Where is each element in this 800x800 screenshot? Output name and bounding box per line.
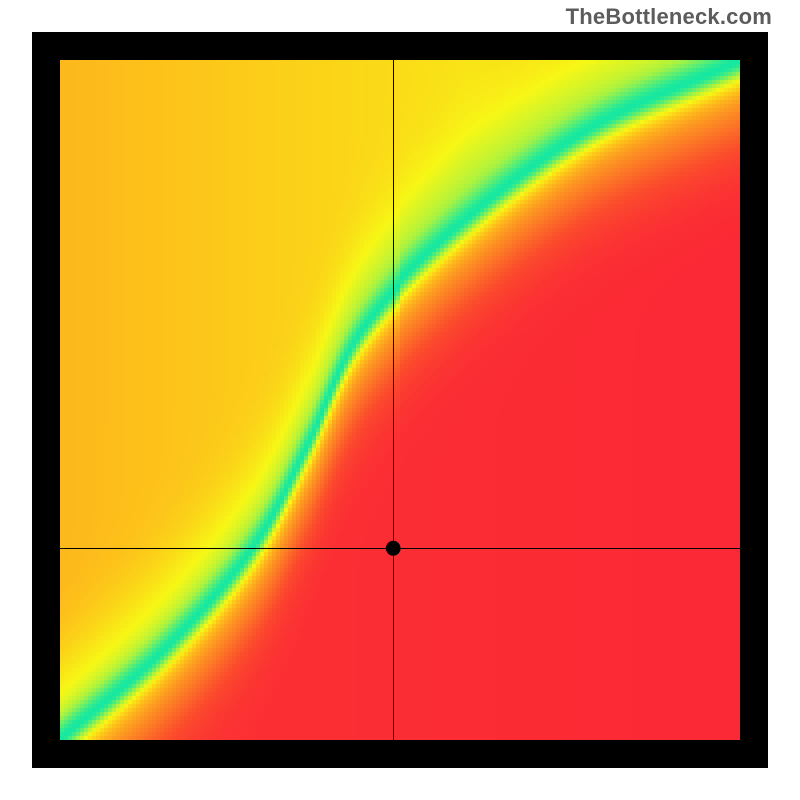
- bottleneck-heatmap: [0, 0, 800, 800]
- watermark-label: TheBottleneck.com: [566, 4, 772, 30]
